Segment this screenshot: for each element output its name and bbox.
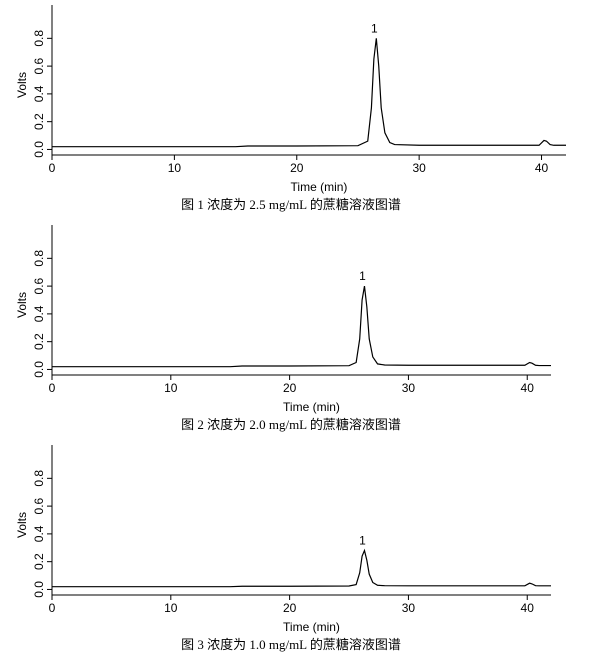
x-axis-label: Time (min) (283, 620, 340, 634)
x-tick-label: 0 (49, 381, 56, 395)
x-axis-label: Time (min) (283, 400, 340, 414)
peak-label: 1 (359, 269, 366, 283)
caption: 图 2 浓度为 2.0 mg/mL 的蔗糖溶液图谱 (181, 417, 401, 432)
x-tick-label: 40 (521, 601, 535, 615)
trace (52, 286, 551, 368)
y-tick-label: 0.8 (32, 30, 46, 47)
x-tick-label: 20 (283, 601, 297, 615)
x-axis-label: Time (min) (291, 180, 348, 194)
x-tick-label: 10 (168, 161, 182, 175)
caption: 图 1 浓度为 2.5 mg/mL 的蔗糖溶液图谱 (181, 197, 401, 212)
trace (52, 38, 566, 148)
y-tick-label: 0.6 (32, 57, 46, 74)
x-tick-label: 30 (402, 381, 416, 395)
y-tick-label: 0.0 (32, 361, 46, 378)
y-tick-label: 0.8 (32, 470, 46, 487)
x-tick-label: 10 (164, 601, 178, 615)
peak-label: 1 (359, 534, 366, 548)
x-tick-label: 30 (402, 601, 416, 615)
trace (52, 548, 551, 588)
y-tick-label: 0.0 (32, 141, 46, 158)
peak-label: 1 (371, 21, 378, 35)
y-tick-label: 0.8 (32, 250, 46, 267)
x-tick-label: 0 (49, 161, 56, 175)
x-tick-label: 0 (49, 601, 56, 615)
y-tick-label: 0.2 (32, 553, 46, 570)
y-tick-label: 0.4 (32, 305, 46, 322)
y-axis-label: Volts (15, 512, 29, 538)
x-tick-label: 30 (412, 161, 426, 175)
y-tick-label: 0.0 (32, 581, 46, 598)
y-tick-label: 0.6 (32, 497, 46, 514)
caption: 图 3 浓度为 1.0 mg/mL 的蔗糖溶液图谱 (181, 637, 401, 652)
y-axis-label: Volts (15, 72, 29, 98)
x-tick-label: 40 (535, 161, 549, 175)
y-tick-label: 0.2 (32, 333, 46, 350)
y-tick-label: 0.2 (32, 113, 46, 130)
y-tick-label: 0.4 (32, 85, 46, 102)
x-tick-label: 10 (164, 381, 178, 395)
y-tick-label: 0.6 (32, 277, 46, 294)
x-tick-label: 20 (283, 381, 297, 395)
x-tick-label: 20 (290, 161, 304, 175)
x-tick-label: 40 (521, 381, 535, 395)
y-tick-label: 0.4 (32, 525, 46, 542)
y-axis-label: Volts (15, 292, 29, 318)
